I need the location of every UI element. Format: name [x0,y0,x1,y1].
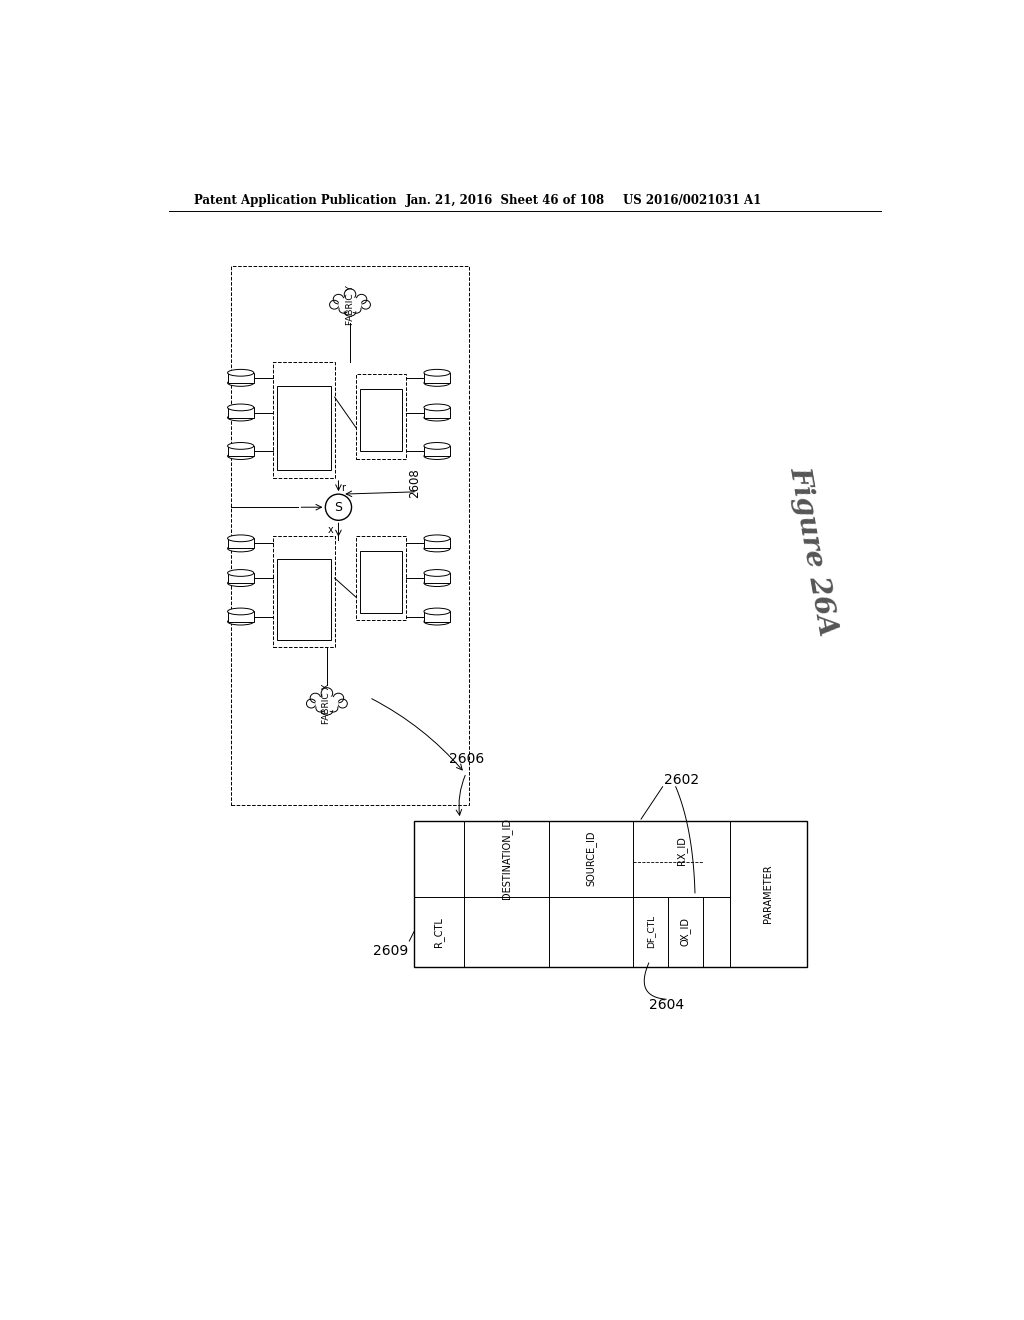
Text: Figure 26A: Figure 26A [785,465,842,638]
Text: 2609: 2609 [373,944,408,958]
Ellipse shape [329,704,338,711]
Ellipse shape [227,370,254,376]
Bar [424,539,451,549]
Ellipse shape [424,414,451,421]
Text: US 2016/0021031 A1: US 2016/0021031 A1 [624,194,762,207]
Text: x: x [328,524,334,535]
Ellipse shape [227,609,254,615]
Bar [424,408,451,417]
Bar [360,389,402,451]
Text: FABRIC X: FABRIC X [323,684,332,723]
Ellipse shape [227,535,254,541]
Ellipse shape [339,305,348,313]
Ellipse shape [361,300,371,309]
Text: 2608: 2608 [408,469,421,498]
Ellipse shape [344,289,355,300]
Ellipse shape [316,697,338,710]
Bar [227,539,254,549]
Bar [230,267,469,805]
Ellipse shape [227,453,254,459]
Text: PARAMETER: PARAMETER [763,865,773,923]
Ellipse shape [227,380,254,387]
Ellipse shape [424,370,451,376]
Ellipse shape [344,308,355,317]
Bar [276,385,331,470]
Bar [273,363,335,478]
Bar [273,536,335,647]
Ellipse shape [424,545,451,552]
Ellipse shape [227,414,254,421]
Text: SOURCE_ID: SOURCE_ID [586,830,596,887]
Bar [424,446,451,457]
Bar [356,374,407,459]
Ellipse shape [424,570,451,577]
Bar [424,611,451,622]
Text: 2604: 2604 [648,998,684,1012]
Ellipse shape [310,693,321,702]
Ellipse shape [330,300,339,309]
Text: OX_ID: OX_ID [680,917,691,946]
Ellipse shape [333,693,344,702]
Ellipse shape [227,545,254,552]
Ellipse shape [306,700,316,708]
Ellipse shape [333,294,344,304]
Text: RX_ID: RX_ID [676,837,687,866]
Text: 2606: 2606 [449,752,483,766]
Ellipse shape [227,404,254,411]
Ellipse shape [424,579,451,586]
Ellipse shape [227,442,254,449]
Bar [227,372,254,383]
Bar [414,821,807,966]
Bar [424,372,451,383]
Circle shape [326,494,351,520]
Text: S: S [335,500,342,513]
Text: R_CTL: R_CTL [433,917,444,946]
Ellipse shape [424,535,451,541]
Ellipse shape [322,688,333,698]
Ellipse shape [424,380,451,387]
Ellipse shape [424,442,451,449]
Ellipse shape [424,609,451,615]
Text: Patent Application Publication: Patent Application Publication [195,194,397,207]
Bar [276,558,331,640]
Bar [424,573,451,583]
Ellipse shape [351,305,361,313]
Ellipse shape [322,708,333,715]
Text: r: r [342,483,345,492]
Bar [227,573,254,583]
Bar [360,552,402,612]
Bar [227,611,254,622]
Text: 2602: 2602 [665,772,699,787]
Ellipse shape [424,453,451,459]
Bar [227,446,254,457]
Ellipse shape [356,294,367,304]
Ellipse shape [339,298,361,312]
Ellipse shape [424,404,451,411]
Text: DESTINATION_ID: DESTINATION_ID [501,818,512,899]
Text: Jan. 21, 2016  Sheet 46 of 108: Jan. 21, 2016 Sheet 46 of 108 [407,194,605,207]
Ellipse shape [424,618,451,626]
Ellipse shape [227,618,254,626]
Ellipse shape [227,579,254,586]
Ellipse shape [316,704,326,711]
Ellipse shape [227,570,254,577]
Bar [356,536,407,620]
Bar [227,408,254,417]
Text: DF_CTL: DF_CTL [646,915,655,948]
Text: FABRIC Y: FABRIC Y [345,285,354,325]
Ellipse shape [338,700,347,708]
